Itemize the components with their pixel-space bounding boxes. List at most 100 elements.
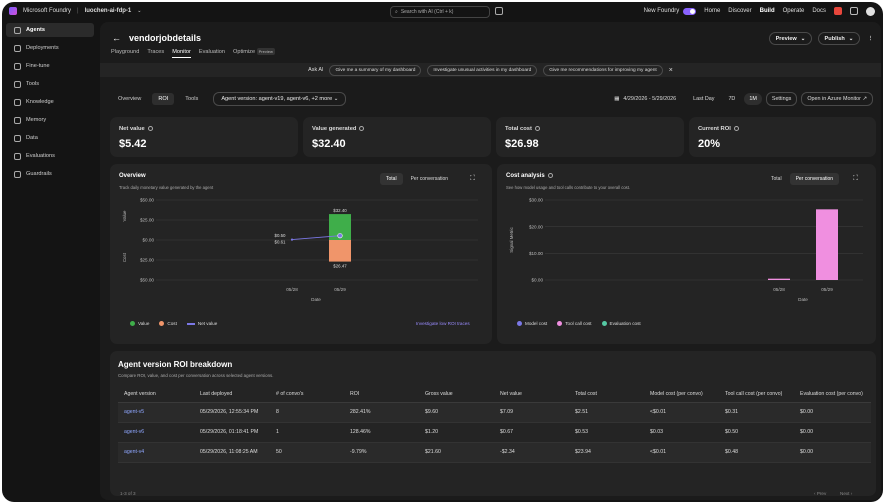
page-title: vendorjobdetails [129, 33, 202, 43]
info-icon[interactable] [733, 126, 739, 131]
table-row[interactable]: agent-v6 05/29/2026, 01:18:41 PM 1 128.46% $… [118, 422, 871, 443]
mode-total[interactable]: Total [771, 176, 782, 182]
nav-discover[interactable]: Discover [728, 8, 752, 14]
column-header[interactable]: Total cost [569, 386, 644, 403]
tab-optimize[interactable]: Optimize Preview [233, 48, 275, 58]
tab-traces[interactable]: Traces [147, 49, 165, 55]
column-header[interactable]: ROI [344, 386, 419, 403]
publish-button[interactable]: Publish ⌄ [818, 32, 860, 45]
pager-prev[interactable]: ‹ Prev [814, 491, 827, 496]
notifications-icon[interactable] [834, 7, 842, 15]
tab-monitor[interactable]: Monitor [172, 49, 191, 58]
pager-next[interactable]: Next › [840, 491, 853, 496]
subtab-tools[interactable]: Tools [185, 96, 199, 102]
preview-button[interactable]: Preview ⌄ [769, 32, 812, 45]
data-label: $32.40 [333, 208, 347, 213]
new-foundry-label: New Foundry [643, 8, 680, 14]
mode-per-conversation[interactable]: Per conversation [789, 173, 840, 185]
agent-version-dropdown[interactable]: Agent version: agent-v19, agent-v6, +2 m… [213, 92, 347, 106]
more-options-icon[interactable]: ⋮ [867, 35, 874, 42]
sidebar-item-guardrails[interactable]: Guardrails [6, 167, 94, 181]
subtab-overview[interactable]: Overview [118, 96, 142, 102]
tab-evaluation[interactable]: Evaluation [198, 49, 225, 55]
net-value-line [291, 235, 341, 241]
project-selector[interactable]: luochen-ai-fdp-1 [84, 8, 132, 14]
y-tick-label: $50.00 [140, 198, 154, 203]
y-tick-label: $25.00 [140, 258, 154, 263]
sidebar-item-evaluations[interactable]: Evaluations [6, 149, 94, 163]
investigate-link[interactable]: Investigate low ROI traces [416, 321, 470, 326]
nav-build[interactable]: Build [760, 8, 775, 14]
overview-mode-toggle: Total Per conversation [380, 173, 454, 185]
kpi-label: Current ROI [698, 126, 731, 133]
column-header[interactable]: Net value [494, 386, 569, 403]
info-icon[interactable] [359, 126, 365, 131]
table-cell: $0.00 [794, 422, 871, 443]
ask-ai-chip-summary[interactable]: Give me a summary of my dashboard [329, 64, 422, 76]
copilot-icon[interactable] [495, 7, 503, 15]
open-azure-monitor-button[interactable]: Open in Azure Monitor ↗ [801, 92, 873, 106]
settings-gear-icon[interactable] [850, 7, 858, 15]
ask-ai-chip-recommendations[interactable]: Give me recommendations for improving my… [543, 64, 663, 76]
guardrails-icon [14, 170, 21, 178]
table-cell: agent-v4 [118, 442, 194, 463]
column-header[interactable]: # of convo's [270, 386, 344, 403]
agent-version-link[interactable]: agent-v5 [124, 409, 145, 415]
sidebar-item-tools[interactable]: Tools [6, 77, 94, 91]
table-row[interactable]: agent-v5 05/29/2026, 12:55:34 PM 8 282.41% $… [118, 402, 871, 423]
deployments-icon [14, 44, 21, 52]
nav-home[interactable]: Home [704, 8, 721, 14]
nav-operate[interactable]: Operate [782, 8, 805, 14]
info-icon[interactable] [147, 126, 153, 131]
x-tick-label: 05/28 [286, 287, 298, 292]
sidebar-item-deployments[interactable]: Deployments [6, 41, 94, 55]
column-header[interactable]: Tool call cost (per convo) [719, 386, 794, 403]
table-cell: 282.41% [344, 402, 419, 423]
column-header[interactable]: Last deployed [194, 386, 270, 403]
new-foundry-toggle[interactable] [683, 7, 697, 15]
search-input[interactable]: ⌕ Search with AI (Ctrl + k) [390, 6, 490, 18]
column-header[interactable]: Gross value [419, 386, 494, 403]
expand-icon[interactable]: ⛶ [470, 175, 475, 182]
nav-build-label: Build [759, 8, 775, 14]
close-icon[interactable]: × [668, 66, 673, 74]
info-icon[interactable] [547, 173, 553, 178]
settings-button[interactable]: Settings [765, 92, 798, 106]
x-tick-label: 05/29 [334, 287, 346, 292]
info-icon[interactable] [534, 126, 540, 131]
column-header[interactable]: Model cost (per convo) [644, 386, 719, 403]
chevron-down-icon[interactable]: ⌄ [137, 8, 142, 14]
sidebar-item-knowledge[interactable]: Knowledge [6, 95, 94, 109]
data-icon [14, 134, 21, 142]
overview-subtitle: Track daily monetary value generated by … [119, 185, 214, 190]
column-header[interactable]: Evaluation cost (per convo) [794, 386, 871, 403]
expand-icon[interactable]: ⛶ [853, 175, 858, 182]
nav-docs[interactable]: Docs [812, 8, 826, 14]
sidebar-item-fine-tune[interactable]: Fine-tune [6, 59, 94, 73]
roi-breakdown-card: Agent version ROI breakdown Compare ROI,… [110, 351, 876, 496]
sidebar-item-memory[interactable]: Memory [6, 113, 94, 127]
date-range[interactable]: 4/29/2026 - 5/29/2026 [623, 96, 677, 102]
range-1m[interactable]: 1M [744, 93, 762, 105]
subtab-roi[interactable]: ROI [152, 93, 175, 105]
agent-version-link[interactable]: agent-v4 [124, 449, 145, 455]
column-header[interactable]: Agent version [118, 386, 194, 403]
sidebar-item-data[interactable]: Data [6, 131, 94, 145]
sidebar-item-agents[interactable]: Agents [6, 23, 94, 37]
ask-ai-chip-investigate[interactable]: Investigate unusual activities in my das… [427, 64, 538, 76]
kpi-label: Value generated [312, 126, 357, 133]
agent-version-link[interactable]: agent-v6 [124, 429, 145, 435]
table-row[interactable]: agent-v4 05/29/2026, 11:08:25 AM 50 -9.79% $… [118, 442, 871, 463]
tab-playground[interactable]: Playground [111, 49, 140, 55]
user-avatar[interactable] [866, 6, 875, 16]
range-7d[interactable]: 7D [728, 96, 736, 102]
bar-tool-call-cost [768, 278, 790, 280]
time-controls: ▦ 4/29/2026 - 5/29/2026 Last Day 7D 1M S… [614, 92, 873, 106]
mode-per-conversation[interactable]: Per conversation [410, 176, 449, 182]
back-arrow-icon[interactable]: ← [112, 33, 121, 43]
memory-icon [14, 116, 21, 124]
legend-model-cost: Model cost [517, 321, 547, 327]
range-last-day[interactable]: Last Day [693, 96, 715, 102]
mode-total[interactable]: Total [380, 173, 403, 185]
overview-chart: $50.00 $25.00 $0.00 $25.00 $50.00 Value Cost 05… [122, 198, 478, 302]
